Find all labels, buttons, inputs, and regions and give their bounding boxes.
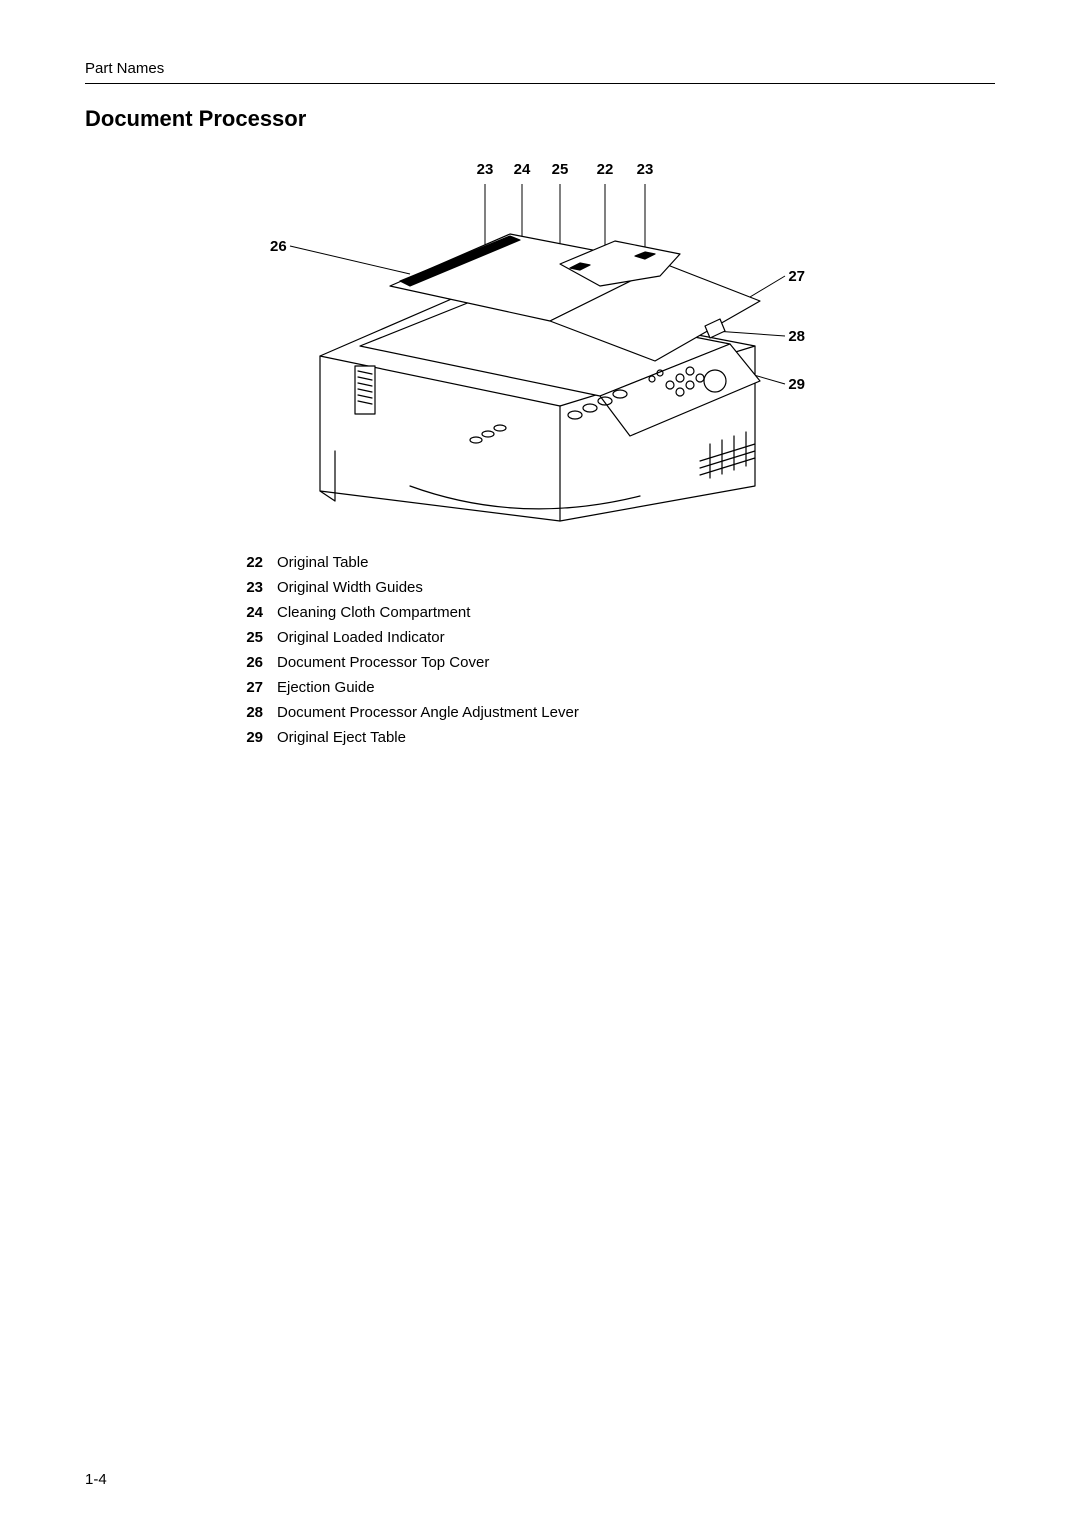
page-number: 1-4 xyxy=(85,1471,107,1488)
legend-label: Original Loaded Indicator xyxy=(277,629,445,646)
callout-leader xyxy=(715,331,785,336)
printer-diagram: 23 24 25 22 23 26 27 28 29 xyxy=(260,156,820,526)
header-rule xyxy=(85,83,995,84)
legend-label: Ejection Guide xyxy=(277,679,375,696)
legend-number: 25 xyxy=(235,629,263,646)
callout-number: 28 xyxy=(788,328,805,345)
callout-number: 23 xyxy=(477,161,494,178)
legend-number: 27 xyxy=(235,679,263,696)
legend-row: 24 Cleaning Cloth Compartment xyxy=(235,604,995,621)
legend-label: Original Eject Table xyxy=(277,729,406,746)
legend-number: 28 xyxy=(235,704,263,721)
legend-number: 29 xyxy=(235,729,263,746)
legend-label: Cleaning Cloth Compartment xyxy=(277,604,470,621)
callout-number: 23 xyxy=(637,161,654,178)
legend-row: 25 Original Loaded Indicator xyxy=(235,629,995,646)
callout-leader xyxy=(290,246,410,274)
legend-label: Document Processor Top Cover xyxy=(277,654,489,671)
legend-row: 22 Original Table xyxy=(235,554,995,571)
legend-row: 27 Ejection Guide xyxy=(235,679,995,696)
callout-number: 26 xyxy=(270,238,287,255)
legend: 22Original Table23Original Width Guides2… xyxy=(235,554,995,746)
page: Part Names Document Processor 2324252223… xyxy=(0,0,1080,1528)
legend-row: 29 Original Eject Table xyxy=(235,729,995,746)
callout-number: 25 xyxy=(552,161,569,178)
legend-label: Document Processor Angle Adjustment Leve… xyxy=(277,704,579,721)
diagram-container: 23 24 25 22 23 26 27 28 29 xyxy=(85,156,995,526)
page-title: Document Processor xyxy=(85,106,995,132)
callout-number: 29 xyxy=(788,376,805,393)
legend-row: 26 Document Processor Top Cover xyxy=(235,654,995,671)
callout-number: 22 xyxy=(597,161,614,178)
printer-body-icon xyxy=(320,234,760,521)
legend-row: 28 Document Processor Angle Adjustment Le… xyxy=(235,704,995,721)
callout-number: 27 xyxy=(788,268,805,285)
legend-row: 23 Original Width Guides xyxy=(235,579,995,596)
section-name: Part Names xyxy=(85,60,995,77)
callout-number: 24 xyxy=(514,161,531,178)
legend-label: Original Width Guides xyxy=(277,579,423,596)
legend-number: 24 xyxy=(235,604,263,621)
legend-label: Original Table xyxy=(277,554,368,571)
legend-number: 26 xyxy=(235,654,263,671)
legend-number: 22 xyxy=(235,554,263,571)
header-section: Part Names xyxy=(85,60,995,84)
legend-number: 23 xyxy=(235,579,263,596)
